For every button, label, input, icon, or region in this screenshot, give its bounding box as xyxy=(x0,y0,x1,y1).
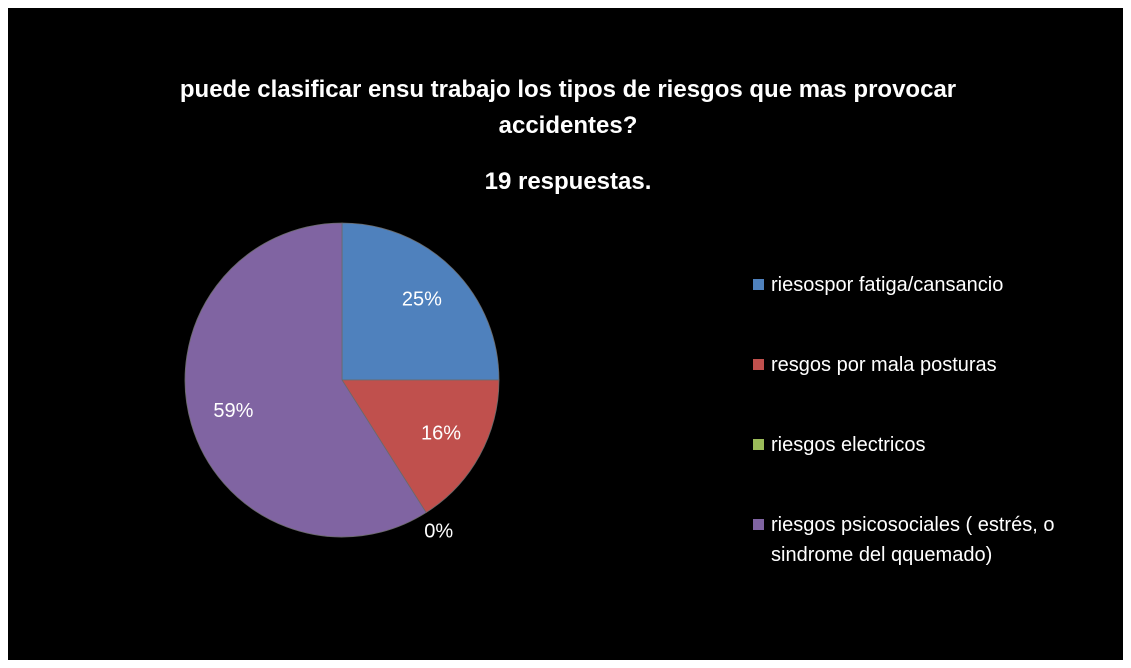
data-label: 59% xyxy=(213,400,253,422)
legend-item: riesgos psicosociales ( estrés, o sindro… xyxy=(753,510,1111,570)
data-label: 16% xyxy=(421,423,461,445)
legend-swatch xyxy=(753,439,764,450)
legend-item: riesospor fatiga/cansancio xyxy=(753,270,1111,300)
chart-title: puede clasificar ensu trabajo los tipos … xyxy=(179,76,957,139)
legend-swatch xyxy=(753,519,764,530)
chart: puede clasificar ensu trabajo los tipos … xyxy=(8,8,1123,660)
pie-slice xyxy=(184,222,427,538)
chart-subtitle: 19 respuestas. xyxy=(484,168,652,195)
pie-slice xyxy=(341,379,500,514)
pie-slice xyxy=(341,222,500,381)
legend-label: riesospor fatiga/cansancio xyxy=(771,274,1004,296)
legend-swatch xyxy=(753,279,764,290)
legend-label: riesgos electricos xyxy=(771,434,926,456)
pie: 25% 16% 0% 59% xyxy=(184,222,500,543)
legend-swatch xyxy=(753,359,764,370)
legend-item: riesgos electricos xyxy=(753,430,1111,460)
legend-item: resgos por mala posturas xyxy=(753,350,1111,380)
data-label: 0% xyxy=(424,521,453,543)
legend-label: resgos por mala posturas xyxy=(771,354,997,376)
legend-label: riesgos psicosociales ( estrés, o sindro… xyxy=(771,514,1055,566)
data-label: 25% xyxy=(402,288,442,310)
